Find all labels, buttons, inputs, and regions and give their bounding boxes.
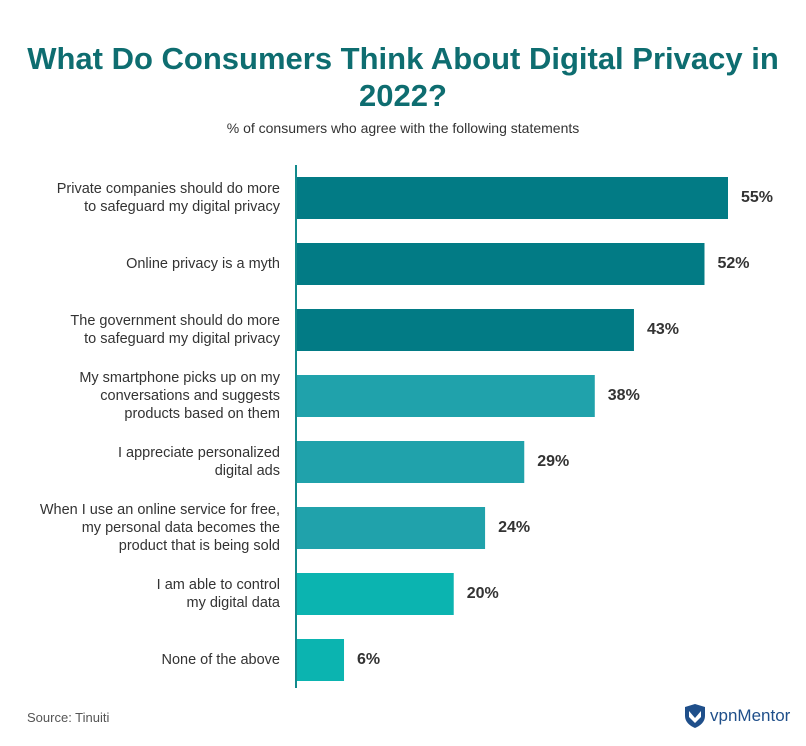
category-label: My smartphone picks up on my conversation… — [79, 370, 280, 422]
data-label: 6% — [357, 651, 381, 668]
source-note: Source: Tinuiti — [27, 710, 110, 725]
data-label: 43% — [646, 321, 679, 338]
data-label: 24% — [498, 519, 531, 536]
category-label: I appreciate personalized digital ads — [117, 445, 280, 479]
bar — [297, 177, 728, 219]
bar — [297, 375, 595, 417]
data-label: 38% — [607, 387, 640, 404]
data-label: 29% — [537, 453, 570, 470]
chart-subtitle: % of consumers who agree with the follow… — [226, 120, 580, 136]
category-label: None of the above — [161, 652, 280, 668]
bar — [297, 441, 525, 483]
bar — [297, 507, 486, 549]
category-label: Private companies should do more to safeg… — [56, 181, 280, 215]
category-label: When I use an online service for free, my… — [39, 502, 280, 554]
data-label: 20% — [466, 585, 499, 602]
bar — [297, 573, 454, 615]
category-label: The government should do more to safeguar… — [70, 313, 280, 347]
category-label: Online privacy is a myth — [126, 256, 280, 272]
bar — [297, 309, 634, 351]
shield-icon — [685, 704, 705, 728]
data-label: 55% — [741, 189, 774, 206]
logo-text: vpnMentor — [710, 706, 791, 725]
vpnmentor-logo: vpnMentor — [684, 703, 790, 729]
data-label: 52% — [717, 255, 750, 272]
bar — [297, 243, 705, 285]
bar — [297, 639, 345, 681]
chart-title: What Do Consumers Think About Digital Pr… — [27, 41, 779, 113]
category-label: I am able to control my digital data — [156, 577, 280, 611]
